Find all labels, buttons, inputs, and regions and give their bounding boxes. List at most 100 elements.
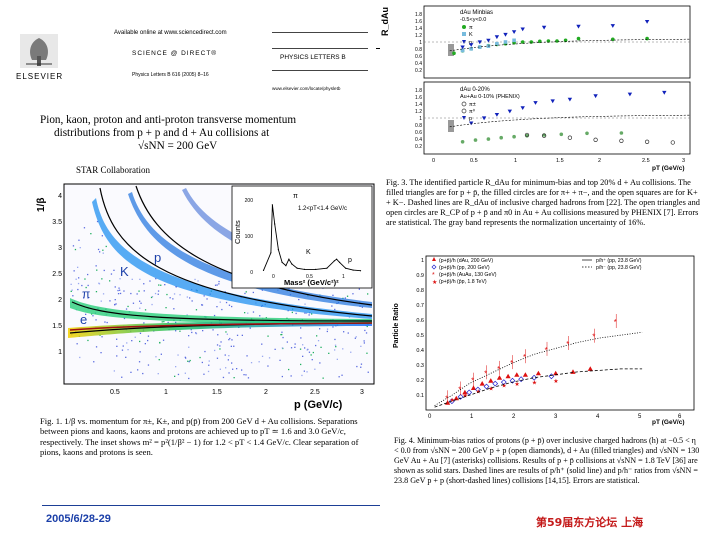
fig1-hit <box>304 347 306 349</box>
fig1-hit <box>360 345 362 347</box>
fig1-hit <box>302 344 304 346</box>
svg-text:0.7: 0.7 <box>416 303 424 309</box>
svg-text:0.9: 0.9 <box>416 273 424 279</box>
fig3-point-π <box>555 39 559 43</box>
svg-text:π: π <box>469 25 473 31</box>
fig3-point-π⁰ <box>524 132 530 138</box>
fig1-hit <box>70 283 72 285</box>
fig1-hit <box>126 342 128 344</box>
fig1-hit <box>360 363 363 365</box>
inset-bin <box>285 265 287 267</box>
fig1-hit <box>216 344 219 346</box>
svg-text:0.4: 0.4 <box>415 137 422 143</box>
svg-text:p: p <box>469 40 472 46</box>
svg-text:0.5: 0.5 <box>416 333 424 339</box>
fig3-top-legend-sub: -0.5<y<0.0 <box>460 17 486 23</box>
fig1-hit <box>151 303 153 306</box>
fig4-point-auau: * <box>545 346 548 355</box>
title-line-2: distributions from p + p and d + Au coll… <box>54 127 270 139</box>
fig1-hit <box>78 277 80 279</box>
fig1-hit <box>355 336 357 338</box>
fig1-hit <box>185 357 187 359</box>
fig1-hit <box>328 352 330 354</box>
fig1-hit <box>121 349 124 351</box>
fig3-point-p <box>593 94 598 99</box>
inset-cut: 1.2<pT<1.4 GeV/c <box>298 206 347 212</box>
fig1-hit <box>319 328 321 330</box>
fig1-hit <box>144 309 147 311</box>
fig1-hit <box>195 333 198 335</box>
fig1-hit <box>189 359 191 362</box>
publisher-name: ELSEVIER <box>16 72 64 81</box>
fig1-hit <box>214 349 216 352</box>
fig1-hit <box>281 347 284 349</box>
fig1-hit <box>226 333 228 335</box>
fig1-hit <box>288 368 290 371</box>
fig3-point-p <box>533 101 538 105</box>
journal-name: PHYSICS LETTERS B <box>280 54 346 61</box>
fig1-hit <box>87 339 89 342</box>
svg-text:(p+p̄)/h (p̄p, 1.8 TeV): (p+p̄)/h (p̄p, 1.8 TeV) <box>439 279 487 285</box>
fig3-point-π± <box>499 135 503 140</box>
fig1-hit <box>96 220 99 223</box>
fig3-point-p <box>494 35 500 40</box>
fig3-point-p <box>477 40 482 45</box>
fig1-hit <box>219 301 221 303</box>
fig1-hit <box>155 278 157 280</box>
svg-text:2.5: 2.5 <box>52 271 62 278</box>
svg-text:p/h⁺ (pp, 23.8 GeV): p/h⁺ (pp, 23.8 GeV) <box>596 258 642 264</box>
fig1-hit <box>219 348 221 350</box>
fig4-point-dau <box>488 378 494 383</box>
fig1-hit <box>195 309 198 311</box>
fig4-point-dau <box>505 373 511 379</box>
fig1-ylabel: 1/β <box>36 198 47 212</box>
fig1-hit <box>332 326 334 328</box>
fig1-hit <box>172 298 174 300</box>
fig1-hit <box>73 270 75 272</box>
fig1-hit <box>134 336 136 338</box>
svg-text:0: 0 <box>428 414 432 420</box>
inset-bin <box>336 258 338 260</box>
fig3-point-p <box>520 27 525 32</box>
svg-text:1.8: 1.8 <box>415 88 422 94</box>
fig1-hit <box>163 321 165 323</box>
fig3-top-legend-title: dAu Minbias <box>460 10 493 16</box>
fig4-point-auau: * <box>523 353 526 362</box>
svg-text:0.8: 0.8 <box>416 288 424 294</box>
fig3-point-p <box>567 97 573 102</box>
fig3-point-p <box>469 121 474 126</box>
fig1-xticks: 0.5 1 1.5 2 2.5 3 <box>110 389 364 396</box>
fig1-hit <box>231 339 233 341</box>
fig1-hit <box>116 355 118 357</box>
fig1-hit <box>166 293 168 296</box>
svg-text:5: 5 <box>638 414 642 420</box>
fig1-hit <box>100 352 102 354</box>
fig1-hit <box>174 375 176 377</box>
svg-text:1.6: 1.6 <box>415 95 422 101</box>
fig1-hit <box>363 342 365 344</box>
header-rule-mid <box>272 48 368 49</box>
fig1-hit <box>274 348 276 350</box>
fig1-hit <box>99 334 101 336</box>
svg-text:1: 1 <box>419 116 422 122</box>
fig1-inset: Counts Mass² (GeV/c²)² 1.2<pT<1.4 GeV/c … <box>231 185 373 289</box>
inset-xticks: 0 0.5 1 <box>272 274 345 280</box>
svg-text:0: 0 <box>250 270 253 276</box>
fig3-point-p <box>494 113 500 117</box>
fig1-hit <box>294 343 296 345</box>
fig3-bot-yticks: 0.2 0.4 0.6 0.8 1 1.2 1.4 1.6 1.8 <box>415 88 422 150</box>
fig1-hit <box>203 295 205 297</box>
svg-text:1: 1 <box>342 274 345 280</box>
fig3-norm-band-top <box>448 44 454 56</box>
fig1-hit <box>334 349 336 351</box>
fig4-point-dau <box>479 381 485 386</box>
svg-text:1.5: 1.5 <box>556 158 564 164</box>
fig1-hit <box>157 373 159 375</box>
svg-text:0.6: 0.6 <box>415 130 422 136</box>
fig1-hit <box>310 354 312 356</box>
fig1-hit <box>206 298 208 300</box>
inset-bin <box>359 270 362 272</box>
fig1-core-line <box>69 322 373 331</box>
fig1-hit <box>78 239 80 241</box>
fig1-hit <box>279 359 281 361</box>
